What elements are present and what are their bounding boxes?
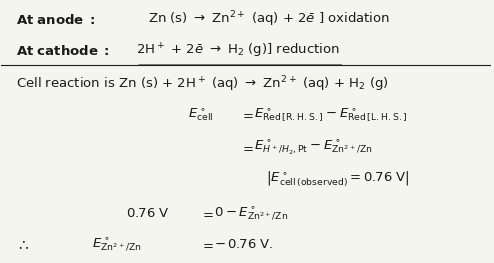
Text: $E^\circ_{\mathrm{Zn}^{2+}/\mathrm{Zn}}$: $E^\circ_{\mathrm{Zn}^{2+}/\mathrm{Zn}}$ xyxy=(92,236,142,253)
Text: $=$: $=$ xyxy=(200,238,214,251)
Text: $-\,0.76\;\mathrm{V}.$: $-\,0.76\;\mathrm{V}.$ xyxy=(214,238,274,251)
Text: $\therefore$: $\therefore$ xyxy=(16,237,30,252)
Text: Cell reaction is Zn (s) + 2H$^+$ (aq) $\rightarrow$ Zn$^{2+}$ (aq) + H$_2$ (g): Cell reaction is Zn (s) + 2H$^+$ (aq) $\… xyxy=(16,75,389,94)
Text: $E^\circ_{H^+/H_2,\mathrm{Pt}} - E^\circ_{\mathrm{Zn}^{2+}/\mathrm{Zn}}$: $E^\circ_{H^+/H_2,\mathrm{Pt}} - E^\circ… xyxy=(253,138,372,157)
Text: $\bf{At\ anode\ :}$: $\bf{At\ anode\ :}$ xyxy=(16,13,96,27)
Text: $=$: $=$ xyxy=(200,207,214,220)
Text: 2H$^+$ + 2$\bar{e}$ $\rightarrow$ H$_2$ (g)] reduction: 2H$^+$ + 2$\bar{e}$ $\rightarrow$ H$_2$ … xyxy=(136,42,340,60)
Text: $E^\circ_{\mathrm{Red\,[R.H.S.]}} - E^\circ_{\mathrm{Red\,[L.H.S.]}}$: $E^\circ_{\mathrm{Red\,[R.H.S.]}} - E^\c… xyxy=(253,106,408,124)
Text: $=$: $=$ xyxy=(240,141,254,154)
Text: $=$: $=$ xyxy=(240,108,254,121)
Text: Zn (s) $\rightarrow$ Zn$^{2+}$ (aq) + 2$\bar{e}$ ] oxidation: Zn (s) $\rightarrow$ Zn$^{2+}$ (aq) + 2$… xyxy=(148,10,390,29)
Text: $0 - E^\circ_{\mathrm{Zn}^{2+}/\mathrm{Zn}}$: $0 - E^\circ_{\mathrm{Zn}^{2+}/\mathrm{Z… xyxy=(214,205,289,222)
Text: $E^\circ_{\mathrm{cell}}$: $E^\circ_{\mathrm{cell}}$ xyxy=(188,106,213,123)
Text: $\bf{At\ cathode\ :}$: $\bf{At\ cathode\ :}$ xyxy=(16,44,110,58)
Text: $\left|E^\circ_{\mathrm{cell\,(observed)}} = 0.76\;\mathrm{V}\right|$: $\left|E^\circ_{\mathrm{cell\,(observed)… xyxy=(266,170,409,189)
Text: $0.76\;\mathrm{V}$: $0.76\;\mathrm{V}$ xyxy=(126,207,169,220)
